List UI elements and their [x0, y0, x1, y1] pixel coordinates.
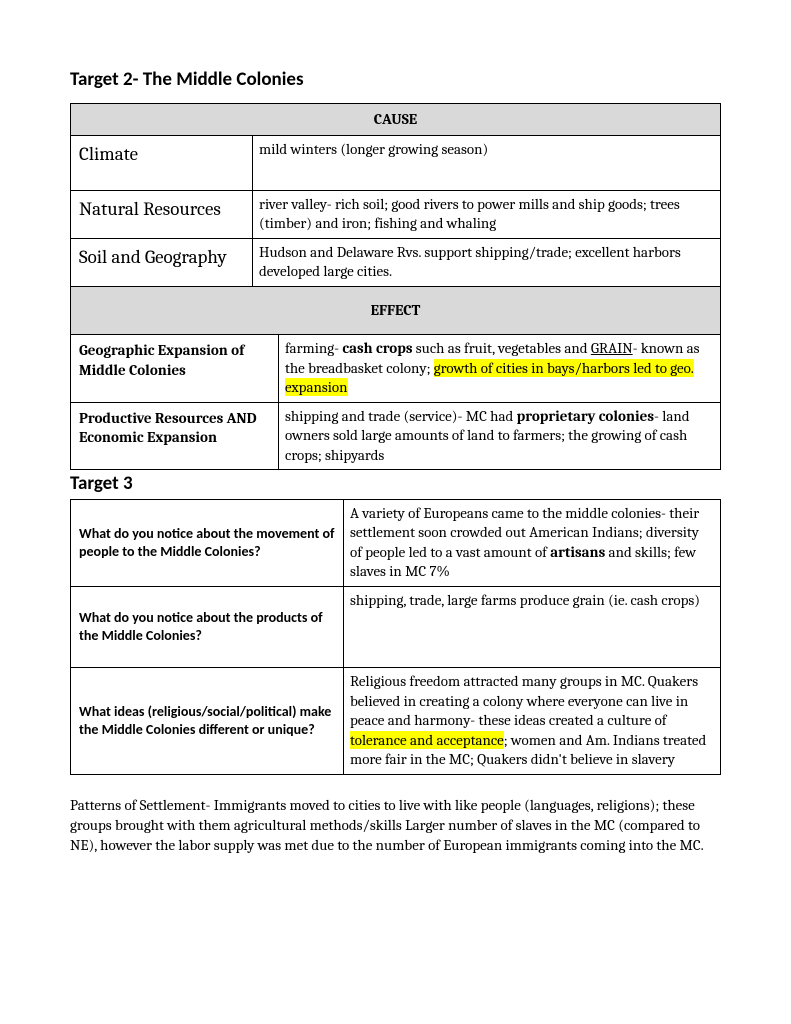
answer-text: Religious freedom attracted many groups … — [344, 668, 721, 775]
row-label: Geographic Expansion of Middle Colonies — [71, 335, 279, 403]
text-run: artisans — [550, 543, 605, 561]
target3-table: What do you notice about the movement of… — [70, 499, 721, 775]
row-label: Natural Resources — [71, 190, 253, 238]
text-run: shipping, trade, large farms produce gra… — [350, 591, 700, 609]
effect-table: EFFECT Geographic Expansion of Middle Co… — [70, 286, 721, 471]
row-text: river valley- rich soil; good rivers to … — [253, 190, 721, 238]
question-label: What do you notice about the movement of… — [71, 499, 344, 586]
row-label: Soil and Geography — [71, 238, 253, 286]
row-label: Productive Resources AND Economic Expans… — [71, 402, 279, 470]
footer-paragraph: Patterns of Settlement- Immigrants moved… — [70, 795, 721, 856]
question-label: What do you notice about the products of… — [71, 586, 344, 667]
text-run: cash crops — [342, 339, 412, 357]
answer-text: A variety of Europeans came to the middl… — [344, 499, 721, 586]
text-run: tolerance and acceptance — [350, 731, 504, 749]
row-text: mild winters (longer growing season) — [253, 136, 721, 191]
page-title: Target 2- The Middle Colonies — [70, 68, 721, 93]
row-label: Climate — [71, 136, 253, 191]
text-run: proprietary colonies — [517, 407, 654, 425]
table-row: What ideas (religious/social/political) … — [71, 668, 721, 775]
text-run: farming- — [285, 339, 342, 357]
table-row: Geographic Expansion of Middle Colonies … — [71, 335, 721, 403]
row-text: farming- cash crops such as fruit, veget… — [279, 335, 721, 403]
table-row: Natural Resources river valley- rich soi… — [71, 190, 721, 238]
row-text: shipping and trade (service)- MC had pro… — [279, 402, 721, 470]
text-run: such as fruit, vegetables and — [413, 339, 591, 357]
table-row: Productive Resources AND Economic Expans… — [71, 402, 721, 470]
table-row: What do you notice about the movement of… — [71, 499, 721, 586]
text-run: shipping and trade (service)- MC had — [285, 407, 517, 425]
table-row: Climate mild winters (longer growing sea… — [71, 136, 721, 191]
table-row: Soil and Geography Hudson and Delaware R… — [71, 238, 721, 286]
effect-header: EFFECT — [71, 286, 721, 335]
text-run: GRAIN — [591, 339, 633, 357]
cause-table: CAUSE Climate mild winters (longer growi… — [70, 103, 721, 287]
answer-text: shipping, trade, large farms produce gra… — [344, 586, 721, 667]
text-run: Religious freedom attracted many groups … — [350, 672, 698, 729]
target3-header: Target 3 — [70, 472, 721, 497]
cause-header: CAUSE — [71, 103, 721, 136]
row-text: Hudson and Delaware Rvs. support shippin… — [253, 238, 721, 286]
question-label: What ideas (religious/social/political) … — [71, 668, 344, 775]
table-row: What do you notice about the products of… — [71, 586, 721, 667]
